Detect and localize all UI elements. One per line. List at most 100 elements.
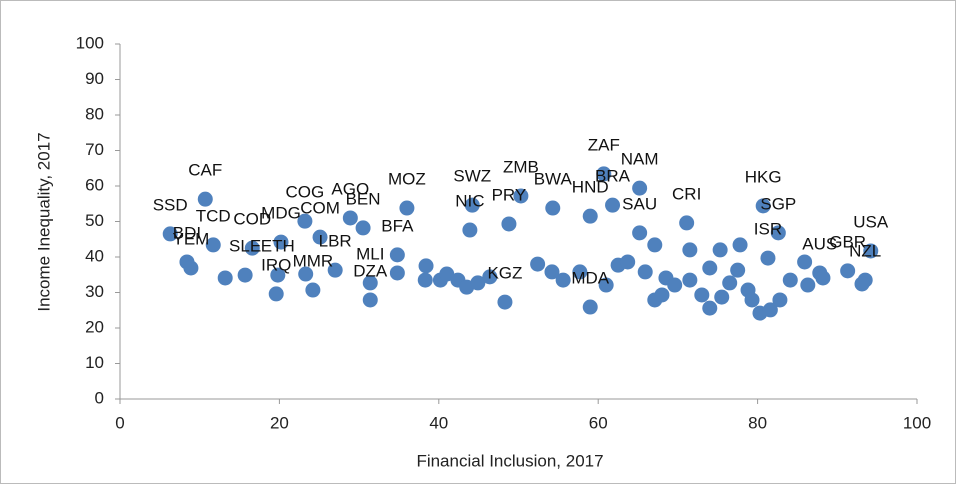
point	[596, 166, 612, 182]
point-label: BWA	[534, 169, 573, 188]
point-label: MOZ	[388, 169, 426, 188]
point	[598, 277, 614, 293]
x-tick-label: 60	[589, 413, 608, 432]
point-label: USA	[853, 212, 889, 231]
point	[760, 250, 776, 266]
point	[197, 191, 213, 207]
point	[667, 277, 683, 293]
point	[305, 282, 321, 298]
point	[582, 299, 598, 315]
y-axis-title: Income Inequality, 2017	[34, 132, 53, 311]
y-tick-label: 100	[76, 33, 104, 52]
point	[298, 266, 314, 282]
point	[530, 256, 546, 272]
x-tick-label: 0	[115, 413, 124, 432]
x-tick-label: 100	[903, 413, 931, 432]
point	[605, 197, 621, 213]
point	[694, 287, 710, 303]
point	[682, 242, 698, 258]
point-label: MDA	[571, 269, 609, 288]
point	[712, 242, 728, 258]
point	[620, 254, 636, 270]
x-tick-label: 80	[748, 413, 767, 432]
point	[417, 272, 433, 288]
point	[482, 269, 498, 285]
point	[327, 262, 343, 278]
point	[497, 294, 513, 310]
point	[637, 264, 653, 280]
point	[772, 292, 788, 308]
x-tick-label: 40	[429, 413, 448, 432]
point	[762, 302, 778, 318]
point	[217, 270, 233, 286]
point	[464, 197, 480, 213]
point	[389, 265, 405, 281]
point-label: SWZ	[453, 167, 491, 186]
point	[439, 266, 455, 282]
point-label: GBR	[829, 232, 866, 251]
point	[462, 222, 478, 238]
point	[572, 264, 588, 280]
point-label: CAF	[188, 161, 222, 180]
point-label: TCD	[196, 206, 231, 225]
point-label: MDG	[261, 204, 301, 223]
point-label: MMR	[293, 251, 334, 270]
x-tick-label: 20	[270, 413, 289, 432]
point	[863, 243, 879, 259]
y-tick-label: 20	[85, 317, 104, 336]
point	[555, 272, 571, 288]
y-tick-label: 70	[85, 140, 104, 159]
point	[362, 275, 378, 291]
y-tick-label: 30	[85, 282, 104, 301]
point-label: COM	[300, 199, 340, 218]
point	[755, 198, 771, 214]
point	[183, 260, 199, 276]
point-label: NAM	[621, 150, 659, 169]
y-tick-label: 50	[85, 211, 104, 230]
point-label: KGZ	[487, 264, 522, 283]
point	[632, 225, 648, 241]
point-label: SLE	[229, 237, 261, 256]
point	[744, 292, 760, 308]
point-label: DZA	[353, 261, 388, 280]
point-label: HKG	[745, 167, 782, 186]
point-label: MLI	[356, 244, 384, 263]
point-label: YEM	[173, 229, 210, 248]
point	[418, 258, 434, 274]
point	[545, 200, 561, 216]
point	[782, 272, 798, 288]
point-label: HND	[572, 178, 609, 197]
point	[297, 213, 313, 229]
point	[389, 247, 405, 263]
point-label: COG	[286, 183, 325, 202]
point	[270, 267, 286, 283]
y-tick-label: 40	[85, 246, 104, 265]
point	[273, 234, 289, 250]
point-label: PRY	[492, 185, 527, 204]
point-label: SGP	[760, 194, 796, 213]
point	[162, 226, 178, 242]
point-label: COD	[233, 210, 271, 229]
point	[682, 272, 698, 288]
point	[815, 270, 831, 286]
point	[544, 264, 560, 280]
point-label: BEN	[346, 189, 381, 208]
point	[732, 237, 748, 253]
point-label: ETH	[261, 237, 295, 256]
point	[470, 275, 486, 291]
point	[342, 210, 358, 226]
point-label: ZAF	[588, 135, 620, 154]
y-tick-label: 80	[85, 104, 104, 123]
point	[797, 254, 813, 270]
point	[237, 267, 253, 283]
point	[205, 237, 221, 253]
point	[647, 237, 663, 253]
point	[730, 262, 746, 278]
point-label: ZMB	[503, 157, 539, 176]
point	[800, 277, 816, 293]
point-label: IRQ	[261, 255, 291, 274]
point-label: CRI	[672, 184, 701, 203]
point	[362, 292, 378, 308]
point-label: SSD	[153, 195, 188, 214]
point-label: NZL	[849, 242, 881, 261]
